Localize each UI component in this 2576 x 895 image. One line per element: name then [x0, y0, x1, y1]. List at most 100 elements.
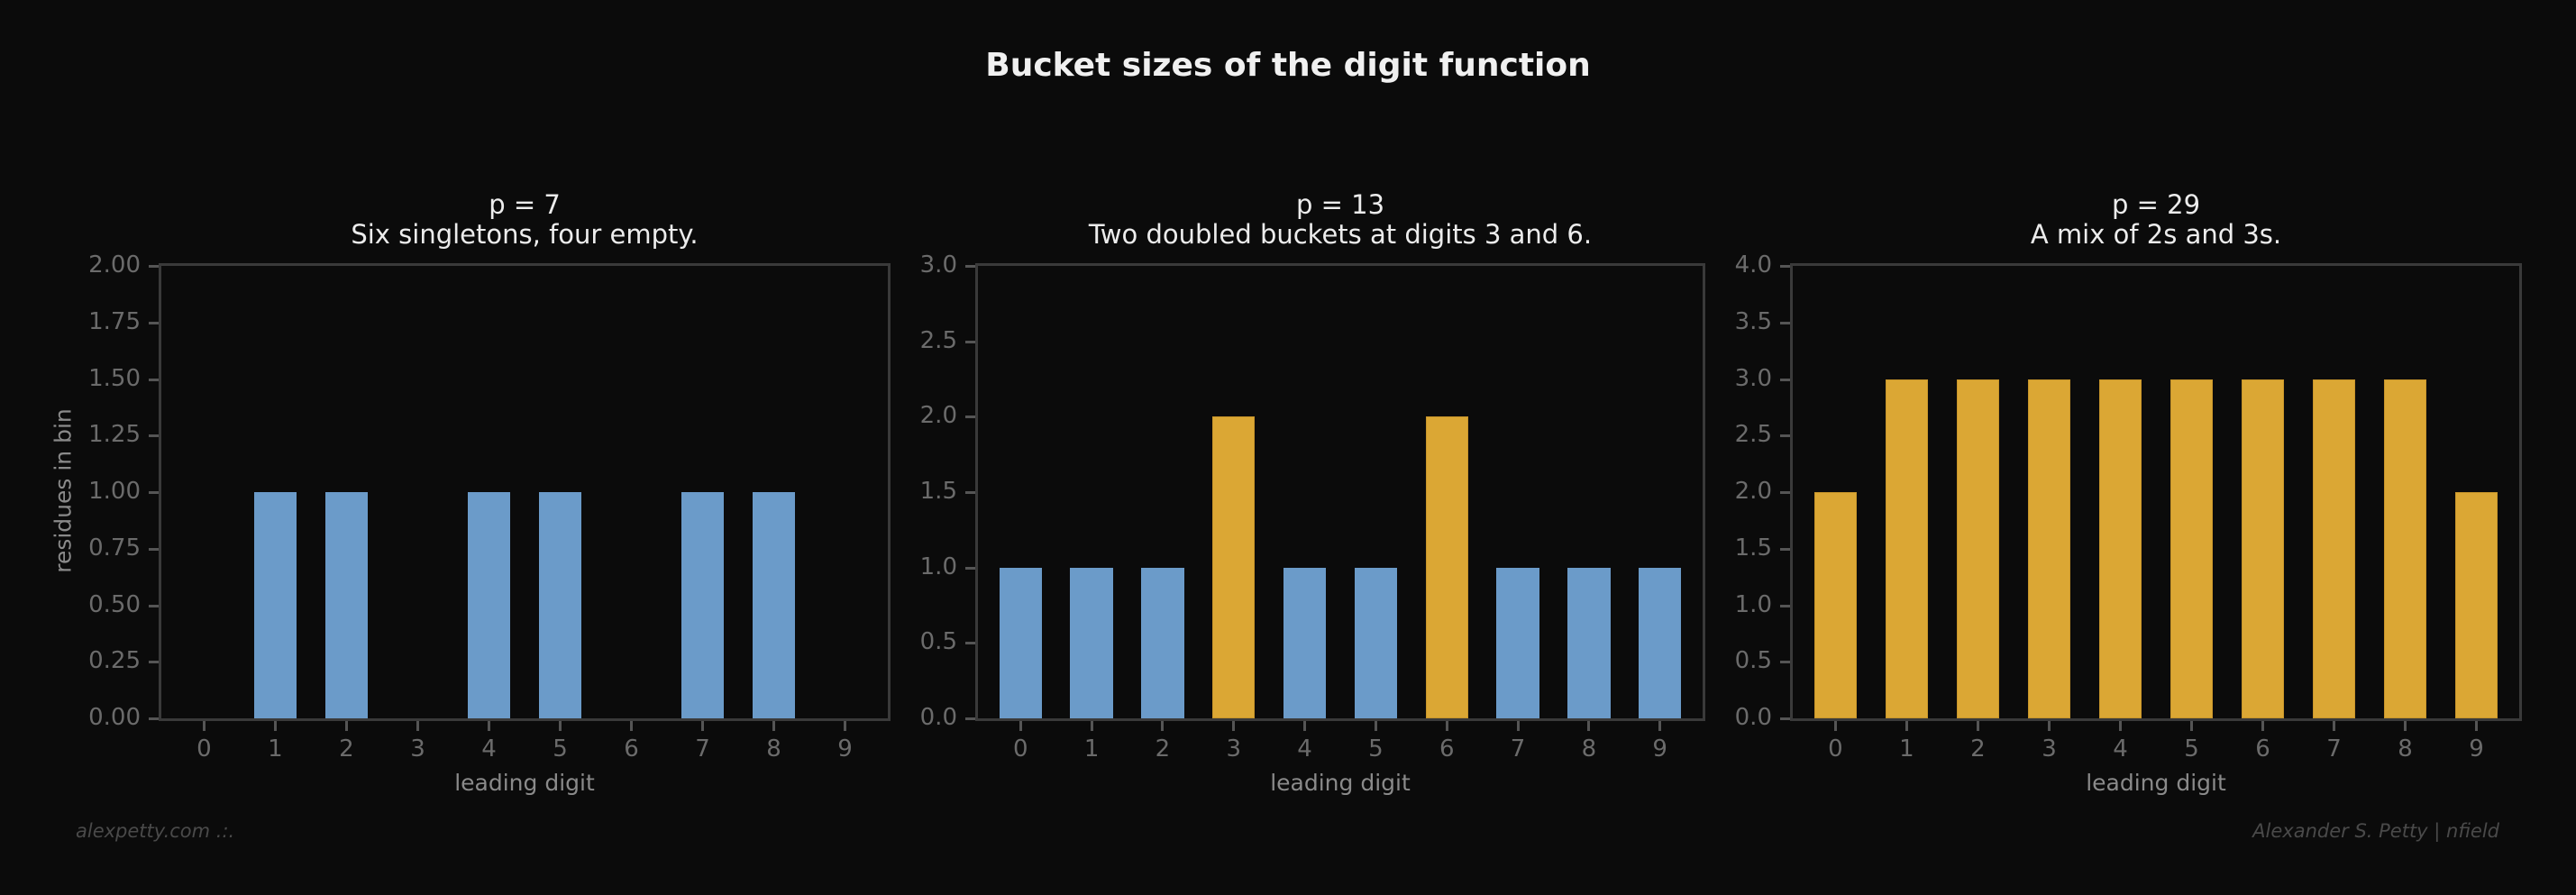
x-tick-label: 0 — [1013, 735, 1028, 763]
y-tick-label: 0.5 — [919, 628, 957, 656]
x-tick — [1658, 721, 1662, 731]
x-axis-title: leading digit — [1270, 770, 1411, 796]
x-tick-label: 8 — [2398, 735, 2413, 763]
x-tick-label: 7 — [2326, 735, 2342, 763]
bar-digit-8 — [1567, 567, 1611, 718]
bar-digit-5 — [1354, 567, 1398, 718]
bar-digit-1 — [253, 492, 297, 718]
x-tick-label: 1 — [1083, 735, 1100, 763]
y-tick-label: 0.00 — [88, 704, 141, 731]
x-tick — [1019, 721, 1022, 731]
y-tick-label: 2.00 — [88, 251, 141, 279]
bar-digit-8 — [2383, 379, 2427, 718]
x-tick — [701, 721, 705, 731]
x-tick-label: 2 — [1155, 735, 1171, 763]
bar-digit-5 — [538, 492, 582, 718]
x-tick-label: 8 — [766, 735, 781, 763]
bar-digit-5 — [2170, 379, 2214, 718]
bar-digit-0 — [1813, 492, 1858, 718]
y-tick-label: 3.0 — [1734, 364, 1772, 392]
bar-digit-9 — [1639, 567, 1682, 718]
y-tick — [149, 717, 159, 720]
x-tick-label: 5 — [1368, 735, 1384, 763]
y-tick — [965, 566, 975, 570]
y-tick — [1780, 265, 1790, 268]
x-tick — [1374, 721, 1377, 731]
x-tick — [487, 721, 490, 731]
y-tick-label: 1.50 — [88, 364, 141, 392]
x-tick — [2404, 721, 2407, 731]
x-tick — [2261, 721, 2265, 731]
panel-subtitle: A mix of 2s and 3s. — [2030, 219, 2282, 250]
y-tick — [149, 378, 159, 381]
x-tick-label: 6 — [2255, 735, 2270, 763]
bar-digit-6 — [1425, 416, 1468, 718]
x-tick-label: 5 — [2184, 735, 2199, 763]
x-tick — [1090, 721, 1093, 731]
y-tick — [965, 416, 975, 419]
x-tick — [1161, 721, 1165, 731]
y-tick-label: 1.25 — [88, 421, 141, 449]
bar-digit-4 — [467, 492, 511, 718]
y-tick — [149, 491, 159, 494]
panel-subtitle: Two doubled buckets at digits 3 and 6. — [1088, 219, 1593, 250]
y-tick-label: 3.0 — [919, 251, 957, 279]
bar-digit-1 — [1070, 567, 1113, 718]
bar-digit-2 — [324, 492, 369, 718]
x-tick-label: 3 — [1226, 735, 1242, 763]
x-tick-label: 0 — [1828, 735, 1843, 763]
x-tick-label: 9 — [1652, 735, 1667, 763]
x-tick — [1976, 721, 1979, 731]
bar-digit-7 — [2312, 379, 2356, 718]
chart-panel-p7: p = 7 Six singletons, four empty. residu… — [0, 0, 901, 895]
x-tick — [772, 721, 776, 731]
y-tick — [965, 717, 975, 720]
x-tick-label: 4 — [2113, 735, 2128, 763]
x-axis-title: leading digit — [454, 770, 595, 796]
y-tick — [965, 491, 975, 494]
y-tick-label: 0.5 — [1734, 647, 1772, 675]
x-axis-title: leading digit — [2086, 770, 2226, 796]
bar-digit-3 — [1212, 416, 1256, 718]
x-tick — [1516, 721, 1520, 731]
y-tick — [1780, 547, 1790, 551]
y-tick — [1780, 491, 1790, 494]
plot-area — [1790, 263, 2522, 721]
x-tick — [2118, 721, 2122, 731]
y-tick-label: 0.0 — [1734, 704, 1772, 731]
x-tick-label: 9 — [2469, 735, 2484, 763]
bar-digit-2 — [1956, 379, 2000, 718]
x-tick-label: 1 — [1899, 735, 1914, 763]
x-tick-label: 7 — [695, 735, 710, 763]
panel-title: p = 29 — [2111, 189, 2201, 220]
x-tick — [344, 721, 348, 731]
x-tick — [1905, 721, 1908, 731]
y-tick-label: 0.75 — [88, 534, 141, 562]
x-tick-label: 4 — [481, 735, 497, 763]
bar-digit-2 — [1141, 567, 1184, 718]
x-tick-label: 3 — [2042, 735, 2057, 763]
y-tick — [149, 265, 159, 268]
bar-digit-4 — [1283, 567, 1327, 718]
x-tick — [1232, 721, 1236, 731]
x-tick — [2475, 721, 2479, 731]
x-tick-label: 5 — [553, 735, 568, 763]
panel-title: p = 7 — [489, 189, 561, 220]
y-tick — [965, 340, 975, 343]
bar-digit-3 — [2027, 379, 2071, 718]
x-tick — [2333, 721, 2336, 731]
bar-digit-7 — [1496, 567, 1539, 718]
plot-area — [975, 263, 1705, 721]
x-tick-label: 8 — [1581, 735, 1597, 763]
chart-panel-p13: p = 13 Two doubled buckets at digits 3 a… — [919, 189, 1705, 796]
y-tick-label: 0.0 — [919, 704, 957, 731]
y-tick — [1780, 434, 1790, 438]
footer-author: Alexander S. Petty | nfield — [2252, 820, 2499, 842]
bar-digit-7 — [681, 492, 725, 718]
x-tick-label: 1 — [268, 735, 283, 763]
y-tick-label: 1.0 — [919, 553, 957, 580]
x-tick — [1303, 721, 1307, 731]
bar-digit-9 — [2454, 492, 2498, 718]
x-tick-label: 4 — [1297, 735, 1312, 763]
